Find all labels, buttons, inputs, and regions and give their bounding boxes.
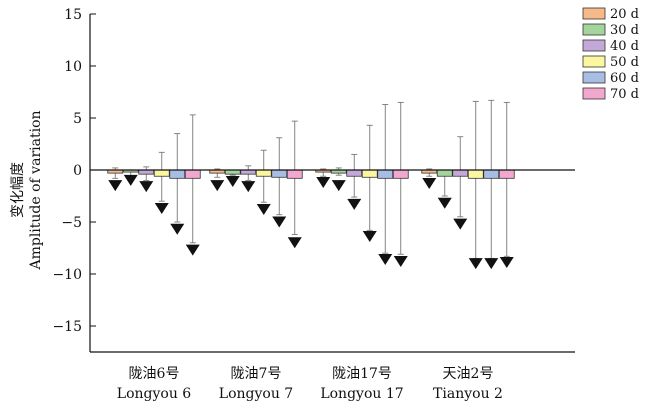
down-triangle-marker [316,176,331,188]
y-tick-label: 10 [64,59,82,75]
down-triangle-marker [393,256,408,268]
y-tick-label: −10 [52,267,82,283]
bar-group-2 [209,120,303,249]
legend-label: 60 d [610,71,639,86]
y-tick-label: 15 [64,7,82,23]
category-label-en: Tianyou 2 [433,386,503,402]
legend-label: 20 d [610,7,639,22]
bar [169,169,186,179]
bar [361,169,378,178]
down-triangle-marker [437,197,452,209]
bar [392,169,409,179]
bar [498,169,515,179]
down-triangle-marker [453,218,468,230]
legend-swatch [582,87,606,100]
category-label-zh: 陇油17号 [332,366,392,382]
down-triangle-marker [210,180,225,192]
bar-group-1 [107,114,201,256]
bar [240,169,257,175]
legend-swatch [582,7,606,20]
axes: −15 −10 −5 0 5 10 15 陇油6号 Longyou 6 陇油7号 Longyou 7… [52,7,575,402]
legend: 20 d30 d40 d50 d60 d70 d [582,7,639,102]
bar [138,169,155,175]
legend-swatch [582,55,606,68]
legend-swatch [582,39,606,52]
bar [184,169,201,179]
legend-swatch [582,23,606,36]
down-triangle-marker [256,204,271,216]
down-triangle-marker [347,198,362,210]
bar [153,169,170,177]
bar-group-3 [315,101,409,268]
bar [255,169,272,177]
bar [436,169,453,177]
category-label-en: Longyou 17 [320,386,403,402]
bar [377,169,394,179]
down-triangle-marker [468,258,483,270]
legend-swatch [582,71,606,84]
y-axis-title-zh: 变化幅度 [10,162,26,218]
bar-group-4 [421,99,515,270]
bar [286,169,303,179]
down-triangle-marker [108,180,123,192]
legend-label: 50 d [610,55,639,70]
bars-group [107,99,515,270]
down-triangle-marker [422,178,437,190]
legend-label: 40 d [610,39,639,54]
bar [452,169,469,177]
down-triangle-marker [378,253,393,265]
down-triangle-marker [154,202,169,214]
down-triangle-marker [139,181,154,193]
down-triangle-marker [499,257,514,269]
down-triangle-marker [123,174,138,186]
bar [224,169,241,175]
bar [271,169,288,178]
category-label-zh: 陇油6号 [129,366,180,382]
down-triangle-marker [241,181,256,193]
down-triangle-marker [362,231,377,243]
down-triangle-marker [185,244,200,256]
y-tick-label: −15 [52,319,82,335]
down-triangle-marker [484,258,499,270]
y-axis-title-en: Amplitude of variation [28,110,44,270]
down-triangle-marker [170,223,185,235]
y-tick-label: 5 [73,111,82,127]
y-axis-title: 变化幅度 Amplitude of variation [10,110,44,270]
legend-label: 30 d [610,23,639,38]
category-label-en: Longyou 7 [219,386,293,402]
legend-label: 70 d [610,87,639,102]
category-label-zh: 陇油7号 [231,366,282,382]
down-triangle-marker [225,175,240,187]
y-tick-label: −5 [61,215,82,231]
down-triangle-marker [331,180,346,192]
bar [346,169,363,177]
bar [467,169,484,179]
y-tick-label: 0 [73,163,82,179]
category-label-en: Longyou 6 [117,386,192,402]
down-triangle-marker [287,237,302,249]
category-label-zh: 天油2号 [443,366,494,382]
bar [483,169,500,179]
down-triangle-marker [272,216,287,228]
